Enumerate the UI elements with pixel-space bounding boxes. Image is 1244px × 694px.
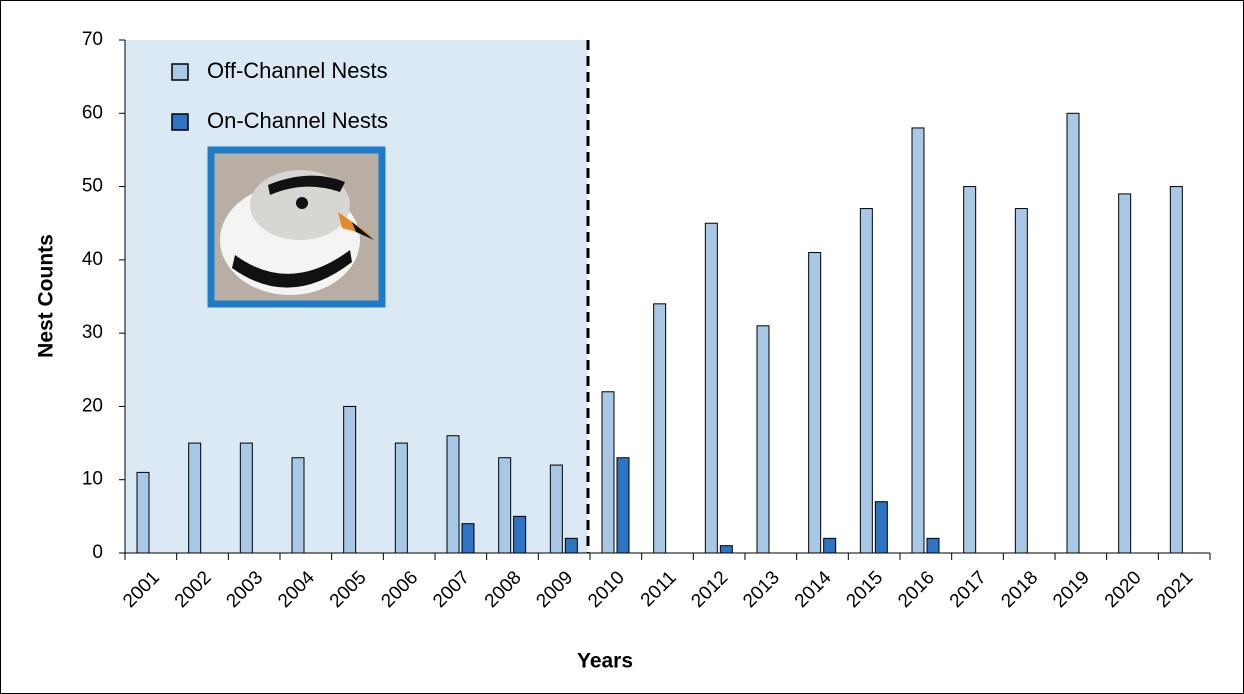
bar bbox=[653, 303, 667, 554]
bar bbox=[963, 186, 977, 554]
bird-photo bbox=[207, 146, 386, 308]
y-tick-label: 40 bbox=[82, 249, 103, 270]
bar bbox=[564, 537, 578, 554]
bar bbox=[911, 127, 925, 554]
bar bbox=[808, 252, 822, 554]
bar bbox=[446, 435, 460, 554]
bar bbox=[549, 464, 563, 554]
bar bbox=[1066, 112, 1080, 554]
bar bbox=[188, 442, 202, 554]
bar bbox=[616, 457, 630, 554]
bar bbox=[756, 325, 770, 554]
bar bbox=[823, 537, 837, 554]
bar bbox=[498, 457, 512, 554]
y-tick-label: 60 bbox=[82, 102, 103, 123]
bar bbox=[1014, 208, 1028, 554]
bar bbox=[926, 537, 940, 554]
bar bbox=[704, 222, 718, 554]
bar bbox=[394, 442, 408, 554]
bar bbox=[343, 405, 357, 554]
bar bbox=[719, 545, 733, 554]
x-axis-label: Years bbox=[577, 650, 633, 673]
legend-label: On-Channel Nests bbox=[207, 108, 388, 133]
bar bbox=[239, 442, 253, 554]
y-tick-label: 10 bbox=[82, 469, 103, 490]
bar bbox=[1118, 193, 1132, 554]
bar bbox=[291, 457, 305, 554]
bar bbox=[136, 471, 150, 554]
y-tick-label: 20 bbox=[82, 395, 103, 416]
bar bbox=[513, 515, 527, 554]
y-tick-label: 0 bbox=[92, 542, 103, 563]
bar bbox=[601, 391, 615, 554]
bar bbox=[874, 501, 888, 554]
legend-swatch bbox=[171, 113, 189, 131]
bar bbox=[1169, 186, 1183, 554]
legend-swatch bbox=[171, 63, 189, 81]
bar bbox=[461, 523, 475, 554]
y-tick-label: 70 bbox=[82, 29, 103, 50]
y-tick-label: 50 bbox=[82, 176, 103, 197]
legend-label: Off-Channel Nests bbox=[207, 58, 388, 83]
y-tick-label: 30 bbox=[82, 322, 103, 343]
bar bbox=[859, 208, 873, 554]
y-axis-label: Nest Counts bbox=[35, 234, 58, 358]
